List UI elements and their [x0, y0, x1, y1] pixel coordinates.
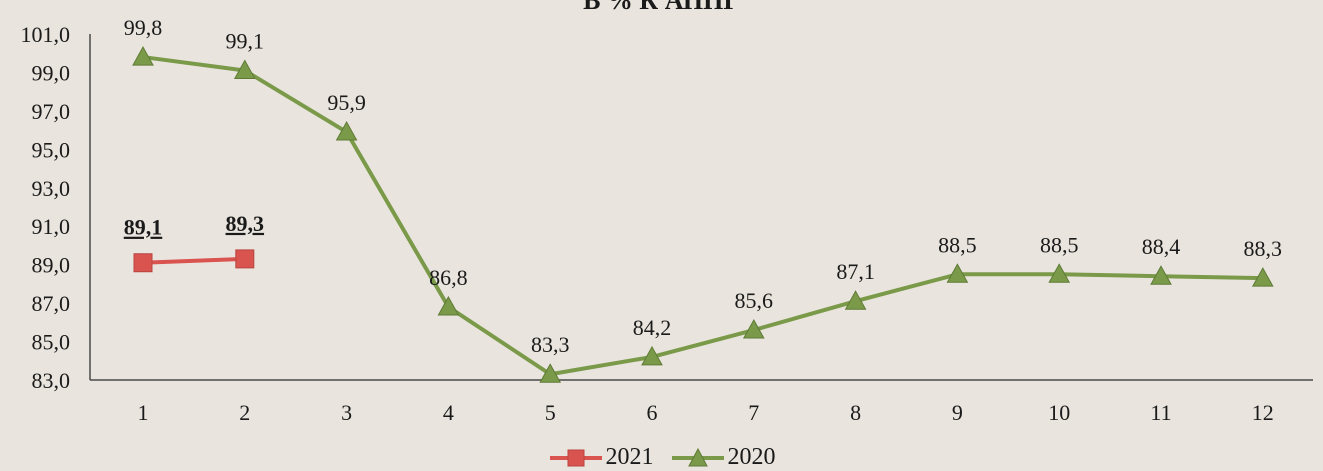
data-point-2020	[539, 363, 562, 383]
x-tick-label: 8	[850, 400, 861, 425]
series-line-2021	[142, 256, 245, 265]
data-label-2020: 83,3	[531, 332, 570, 357]
data-label-2020: 99,1	[226, 29, 265, 54]
x-tick-label: 9	[952, 400, 963, 425]
chart-title: В % К АППГ	[583, 0, 740, 15]
x-tick-label: 11	[1150, 400, 1171, 425]
data-point-2021	[235, 249, 255, 269]
legend-label-2020: 2020	[727, 444, 776, 470]
y-tick-label: 95,0	[32, 137, 71, 162]
legend-marker-2020	[671, 447, 724, 466]
x-tick-label: 12	[1252, 400, 1274, 425]
data-label-2020: 99,8	[124, 15, 163, 40]
data-label-2020: 88,5	[1040, 232, 1079, 257]
data-label-2020: 88,5	[938, 232, 977, 257]
y-tick-label: 101,0	[21, 22, 71, 47]
data-point-2020	[437, 295, 460, 316]
y-tick-label: 97,0	[32, 99, 71, 124]
data-label-2020: 84,2	[633, 315, 672, 340]
legend-item-2021: 2021	[548, 444, 654, 471]
data-point-2021	[133, 253, 153, 273]
y-tick-label: 87,0	[32, 291, 71, 316]
data-label-2020: 88,3	[1244, 236, 1283, 261]
legend-label-2021: 2021	[605, 444, 654, 470]
y-tick-label: 99,0	[32, 60, 71, 85]
x-tick-label: 1	[138, 400, 149, 425]
y-tick-label: 85,0	[32, 330, 71, 355]
data-point-2020	[946, 263, 969, 283]
data-label-2020: 85,6	[735, 288, 774, 313]
data-label-2020: 95,9	[327, 90, 366, 115]
y-tick-label: 93,0	[32, 176, 71, 201]
data-label-2020: 88,4	[1142, 234, 1181, 259]
data-label-2020: 87,1	[836, 259, 875, 284]
legend-item-2020: 2020	[670, 444, 776, 471]
data-point-2020	[641, 345, 663, 366]
y-tick-label: 83,0	[32, 368, 71, 393]
x-tick-label: 10	[1048, 400, 1070, 425]
data-point-2020	[335, 121, 358, 141]
data-label-2020: 86,8	[429, 265, 468, 290]
legend-marker-2021	[549, 449, 602, 466]
data-point-2020	[132, 46, 154, 66]
data-point-2020	[742, 318, 765, 339]
series-line-2020	[142, 55, 1263, 377]
data-label-2021: 89,1	[124, 215, 163, 240]
x-tick-label: 3	[341, 400, 352, 425]
data-point-2020	[1048, 263, 1071, 283]
x-tick-label: 2	[239, 400, 250, 425]
data-point-2020	[233, 59, 256, 80]
x-tick-label: 4	[443, 400, 454, 425]
chart-legend: 2021 2020	[0, 444, 1323, 471]
data-label-2021: 89,3	[226, 211, 265, 236]
x-tick-label: 5	[545, 400, 556, 425]
x-tick-label: 6	[647, 400, 658, 425]
y-tick-label: 89,0	[32, 253, 71, 278]
data-point-2020	[1251, 267, 1274, 287]
data-point-2020	[844, 290, 867, 310]
y-tick-label: 91,0	[32, 214, 71, 239]
x-tick-label: 7	[748, 400, 759, 425]
data-point-2020	[1150, 265, 1172, 285]
